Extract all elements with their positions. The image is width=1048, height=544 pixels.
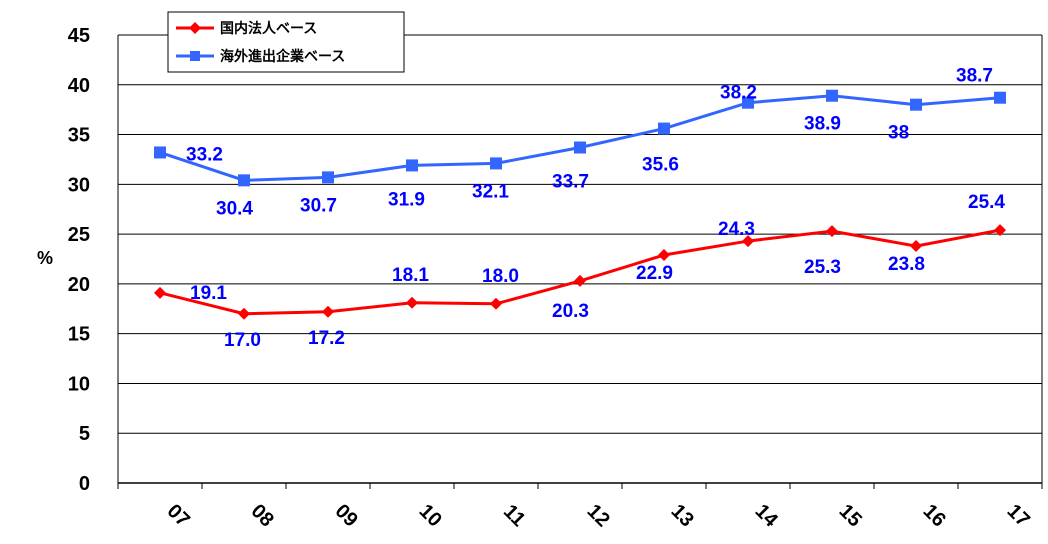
- x-axis: 07 08 09 10 11 12 13 14 15 16 17: [117, 482, 1043, 532]
- y-tick-label: 10: [68, 373, 90, 395]
- x-tick-label: 13: [667, 500, 698, 531]
- data-point-square: [994, 91, 1006, 104]
- data-point-diamond: [322, 305, 334, 318]
- data-point-diamond: [238, 307, 250, 320]
- data-label: 35.6: [642, 155, 679, 176]
- y-tick-label: 45: [68, 25, 90, 47]
- data-point-square: [322, 171, 334, 184]
- data-point-square: [574, 141, 586, 154]
- data-label: 20.3: [552, 301, 589, 322]
- data-point-square: [490, 157, 502, 170]
- y-axis-title: %: [37, 248, 53, 268]
- data-point-diamond: [658, 249, 670, 262]
- data-point-square: [238, 174, 250, 187]
- data-point-diamond: [574, 274, 586, 287]
- x-tick-label: 07: [163, 500, 194, 531]
- data-point-diamond: [154, 286, 166, 299]
- y-tick-label: 0: [79, 473, 90, 495]
- data-label: 33.2: [186, 144, 223, 165]
- data-label: 30.7: [300, 195, 337, 216]
- data-label: 38.9: [804, 114, 841, 135]
- data-label: 24.3: [718, 219, 755, 240]
- data-label: 19.1: [190, 283, 227, 304]
- legend-square-icon: [190, 51, 200, 61]
- data-point-square: [826, 89, 838, 102]
- legend-diamond-icon: [189, 22, 201, 34]
- data-point-diamond: [406, 296, 418, 309]
- y-tick-label: 5: [79, 423, 90, 445]
- series-line-1: [159, 94, 1001, 182]
- x-tick-label: 08: [247, 500, 278, 531]
- y-tick-label: 25: [68, 224, 90, 246]
- y-tick-label: 35: [68, 125, 90, 147]
- x-tick-label: 15: [835, 500, 866, 531]
- data-label: 30.4: [216, 198, 253, 219]
- data-point-diamond: [910, 240, 922, 253]
- data-label: 38.7: [956, 66, 993, 87]
- data-label: 25.4: [968, 192, 1005, 213]
- data-label: 18.0: [482, 266, 519, 287]
- x-tick-label: 17: [1003, 500, 1034, 531]
- series-group: [154, 89, 1006, 320]
- legend-label-overseas: 海外進出企業ベース: [220, 48, 345, 65]
- data-label: 25.3: [804, 257, 841, 278]
- legend-box: [167, 11, 405, 73]
- x-tick-label: 16: [919, 500, 950, 531]
- data-point-diamond: [490, 297, 502, 310]
- y-tick-label: 30: [68, 174, 90, 196]
- data-point-square: [154, 146, 166, 159]
- data-point-square: [658, 122, 670, 135]
- data-point-diamond: [742, 235, 754, 248]
- data-point-square: [742, 96, 754, 109]
- x-tick-label: 11: [499, 500, 530, 531]
- data-point-diamond: [994, 224, 1006, 237]
- y-tick-label: 15: [68, 324, 90, 346]
- gridlines: [118, 34, 1042, 434]
- y-tick-label: 20: [68, 274, 90, 296]
- legend-label-domestic: 国内法人ベース: [220, 20, 317, 37]
- x-tick-label: 14: [751, 500, 783, 532]
- data-label: 31.9: [388, 189, 425, 210]
- y-tick-label: 40: [68, 75, 90, 97]
- legend: 国内法人ベース 海外進出企業ベース: [167, 11, 405, 73]
- data-label: 17.0: [224, 330, 261, 351]
- data-point-square: [406, 159, 418, 172]
- data-point-diamond: [826, 225, 838, 238]
- x-tick-label: 10: [415, 500, 446, 531]
- x-tick-label: 12: [583, 500, 614, 531]
- data-label: 18.1: [392, 265, 429, 286]
- data-label: 32.1: [472, 181, 509, 202]
- data-point-square: [910, 98, 922, 111]
- data-label: 23.8: [888, 254, 925, 275]
- data-label: 38: [888, 123, 909, 144]
- x-tick-label: 09: [331, 500, 362, 531]
- data-label: 22.9: [636, 263, 673, 284]
- data-labels: 19.1 17.0 17.2 18.1 18.0 20.3 22.9 24.3 25.3 23.8…: [186, 66, 1005, 351]
- data-label: 33.7: [552, 171, 589, 192]
- data-label: 38.2: [720, 83, 757, 104]
- data-label: 17.2: [308, 328, 345, 349]
- y-axis: 0 5 10 15 20 25 30 35 40 45%: [37, 25, 1043, 495]
